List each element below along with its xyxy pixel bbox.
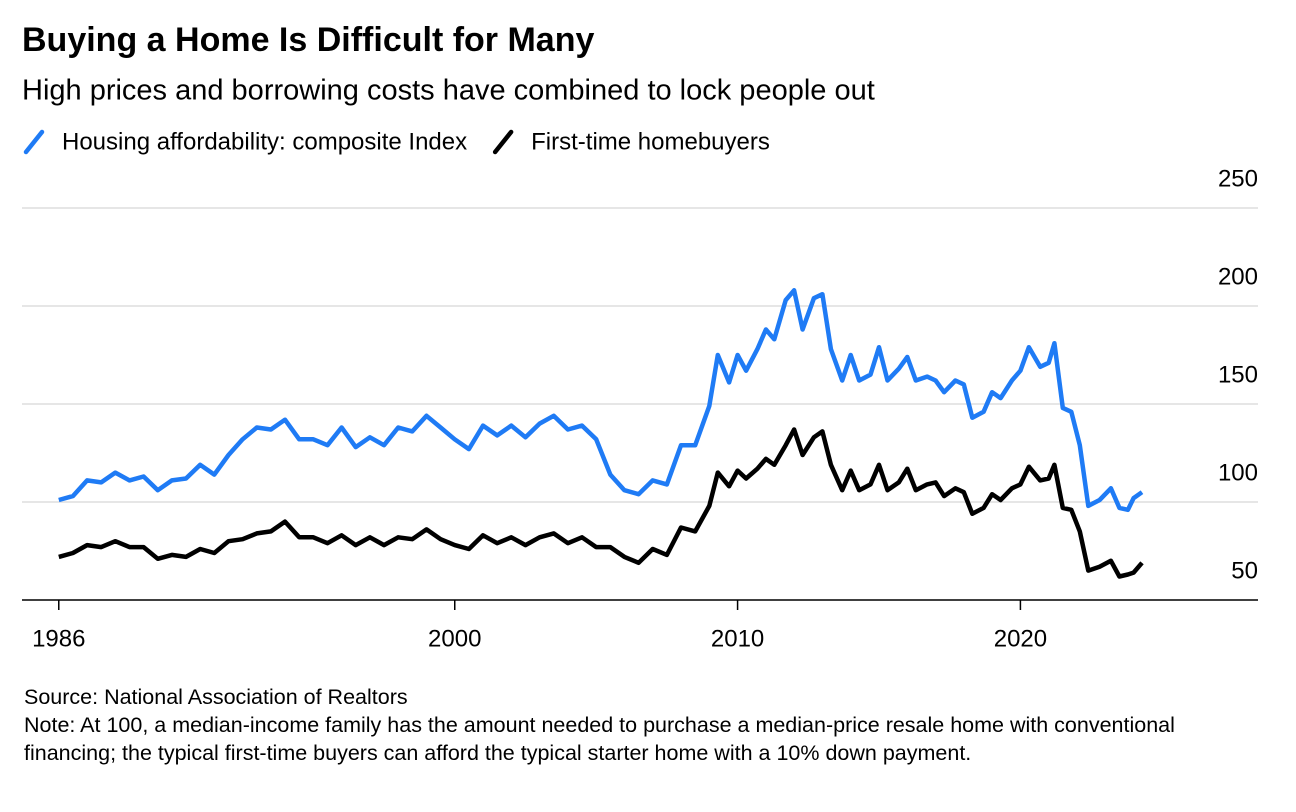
y-tick-label: 250 [1218, 165, 1258, 192]
y-tick-label: 50 [1231, 557, 1258, 584]
chart-subtitle: High prices and borrowing costs have com… [22, 75, 875, 107]
y-tick-label: 100 [1218, 459, 1258, 486]
series-line [58, 427, 1144, 579]
source: Source: National Association of Realtors [24, 685, 408, 709]
x-tick-label: 2000 [428, 625, 481, 652]
legend-label: First-time homebuyers [531, 128, 770, 155]
x-tick-label: 1986 [32, 625, 85, 652]
note: Note: At 100, a median-income family has… [24, 713, 1175, 765]
legend-marker [492, 129, 514, 155]
x-tick-label: 2010 [711, 625, 764, 652]
chart-title: Buying a Home Is Difficult for Many [22, 21, 594, 59]
legend-marker [23, 129, 45, 155]
legend-label: Housing affordability: composite Index [62, 128, 467, 155]
series-line [58, 288, 1144, 513]
x-tick-label: 2020 [994, 625, 1047, 652]
y-tick-label: 150 [1218, 361, 1258, 388]
y-tick-label: 200 [1218, 263, 1258, 290]
